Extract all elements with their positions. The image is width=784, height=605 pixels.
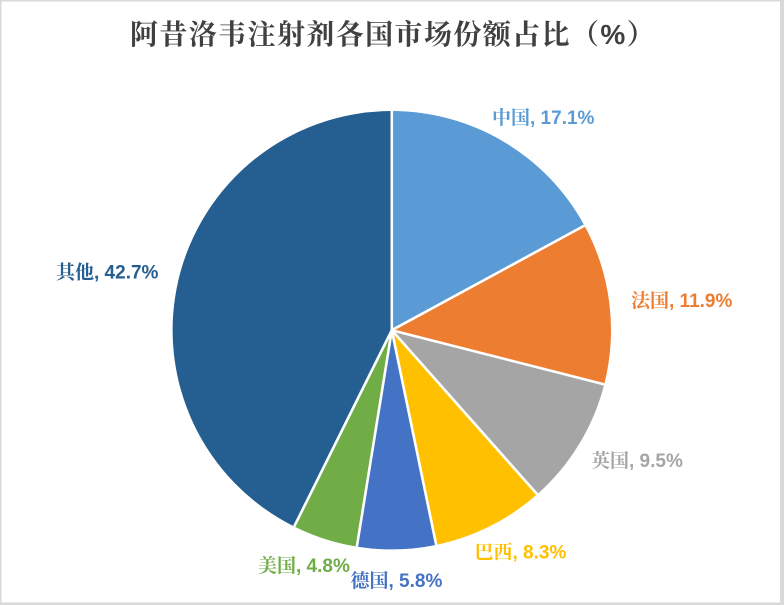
svg-text:巴西, 8.3%: 巴西, 8.3% (475, 542, 567, 564)
svg-text:中国, 17.1%: 中国, 17.1% (492, 107, 595, 129)
svg-text:美国, 4.8%: 美国, 4.8% (258, 554, 350, 577)
svg-text:英国, 9.5%: 英国, 9.5% (591, 450, 683, 472)
svg-text:阿昔洛韦注射剂各国市场份额占比（%）: 阿昔洛韦注射剂各国市场份额占比（%） (130, 19, 656, 50)
svg-text:德国, 5.8%: 德国, 5.8% (351, 570, 443, 592)
svg-text:其他, 42.7%: 其他, 42.7% (56, 262, 159, 284)
svg-text:法国, 11.9%: 法国, 11.9% (631, 290, 732, 312)
